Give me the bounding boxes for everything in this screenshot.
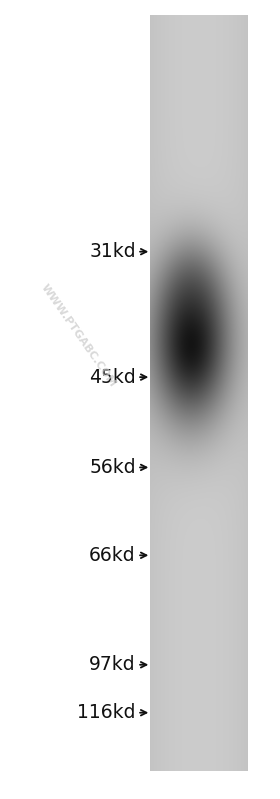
Text: 56kd: 56kd <box>89 458 136 477</box>
Text: 97kd: 97kd <box>89 655 136 674</box>
Text: 116kd: 116kd <box>77 703 136 722</box>
Text: 45kd: 45kd <box>89 368 136 387</box>
Text: WWW.PTGABC.COM: WWW.PTGABC.COM <box>39 282 118 389</box>
Text: 31kd: 31kd <box>89 242 136 261</box>
Text: 66kd: 66kd <box>89 546 136 565</box>
